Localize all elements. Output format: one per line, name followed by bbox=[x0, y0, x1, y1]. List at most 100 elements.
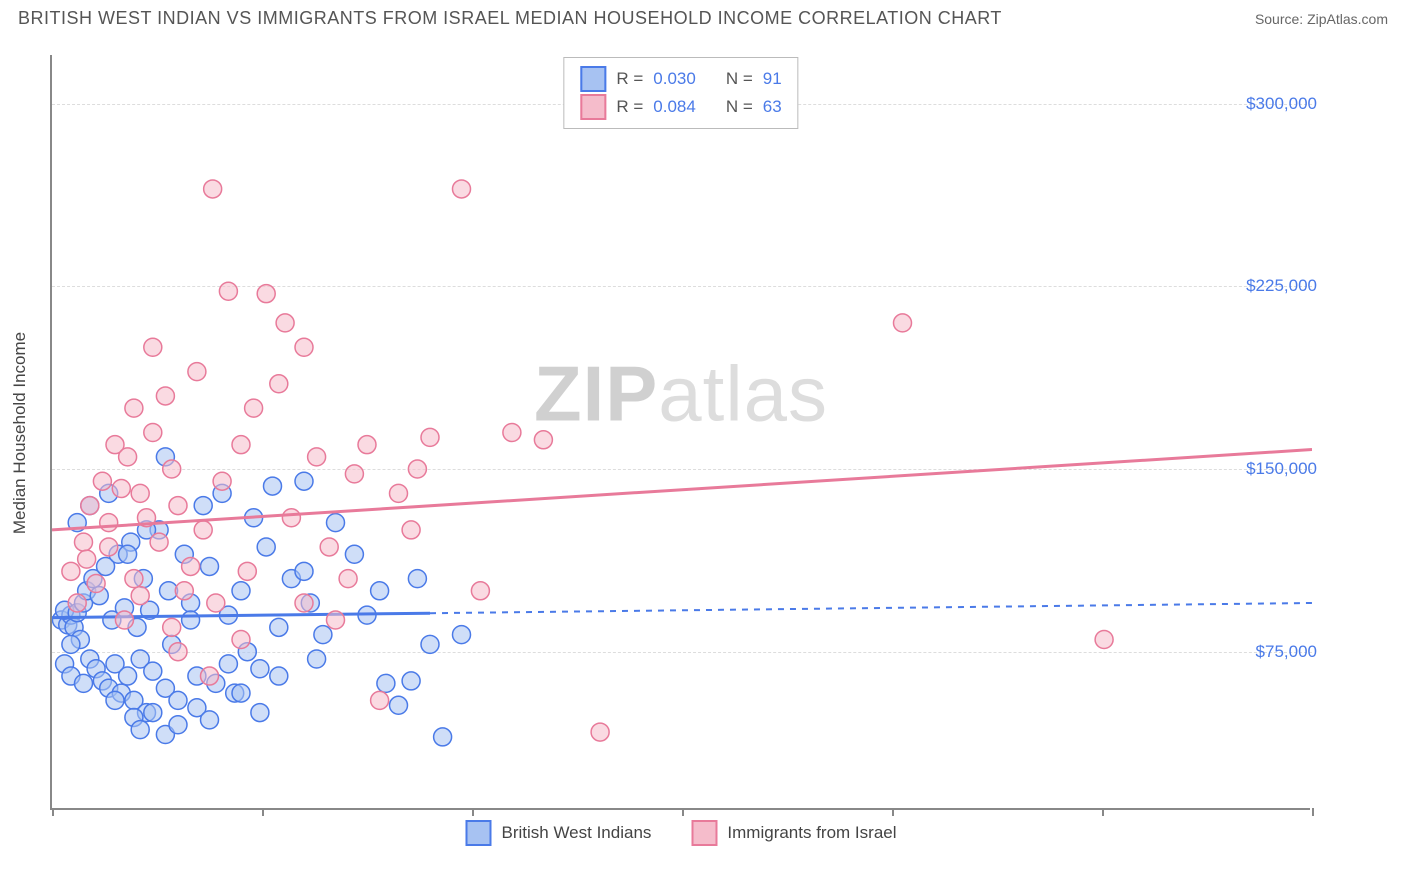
scatter-point bbox=[308, 448, 326, 466]
swatch-series-2 bbox=[580, 94, 606, 120]
scatter-point bbox=[204, 180, 222, 198]
scatter-point bbox=[421, 428, 439, 446]
x-tick bbox=[1312, 808, 1314, 816]
scatter-point bbox=[503, 424, 521, 442]
scatter-point bbox=[169, 691, 187, 709]
scatter-point bbox=[453, 180, 471, 198]
r-value-2: 0.084 bbox=[653, 97, 696, 117]
r-label-2: R = bbox=[616, 97, 643, 117]
scatter-point bbox=[75, 533, 93, 551]
scatter-point bbox=[194, 497, 212, 515]
scatter-point bbox=[144, 424, 162, 442]
scatter-point bbox=[282, 509, 300, 527]
scatter-point bbox=[213, 472, 231, 490]
scatter-point bbox=[251, 660, 269, 678]
legend-series: British West Indians Immigrants from Isr… bbox=[465, 820, 896, 846]
chart-container: BRITISH WEST INDIAN VS IMMIGRANTS FROM I… bbox=[0, 0, 1406, 892]
scatter-point bbox=[295, 472, 313, 490]
scatter-point bbox=[207, 594, 225, 612]
scatter-point bbox=[131, 587, 149, 605]
scatter-point bbox=[390, 484, 408, 502]
legend-item-2: Immigrants from Israel bbox=[691, 820, 896, 846]
scatter-point bbox=[358, 436, 376, 454]
scatter-point bbox=[100, 514, 118, 532]
scatter-point bbox=[68, 594, 86, 612]
scatter-point bbox=[144, 338, 162, 356]
scatter-point bbox=[119, 448, 137, 466]
n-value-2: 63 bbox=[763, 97, 782, 117]
scatter-point bbox=[119, 545, 137, 563]
scatter-point bbox=[339, 570, 357, 588]
scatter-point bbox=[150, 533, 168, 551]
legend-correlation: R = 0.030 N = 91 R = 0.084 N = 63 bbox=[563, 57, 798, 129]
scatter-point bbox=[93, 472, 111, 490]
scatter-point bbox=[125, 399, 143, 417]
legend-row-2: R = 0.084 N = 63 bbox=[580, 94, 781, 120]
r-value-1: 0.030 bbox=[653, 69, 696, 89]
scatter-point bbox=[144, 662, 162, 680]
scatter-point bbox=[169, 643, 187, 661]
scatter-point bbox=[320, 538, 338, 556]
plot-wrap: Median Household Income ZIPatlas R = 0.0… bbox=[50, 55, 1380, 810]
chart-title: BRITISH WEST INDIAN VS IMMIGRANTS FROM I… bbox=[18, 8, 1002, 29]
scatter-point bbox=[115, 611, 133, 629]
scatter-point bbox=[345, 545, 363, 563]
swatch-series-2-bottom bbox=[691, 820, 717, 846]
scatter-point bbox=[295, 594, 313, 612]
scatter-point bbox=[295, 338, 313, 356]
scatter-point bbox=[345, 465, 363, 483]
n-label-1: N = bbox=[726, 69, 753, 89]
scatter-point bbox=[453, 626, 471, 644]
legend-label-1: British West Indians bbox=[501, 823, 651, 843]
r-label-1: R = bbox=[616, 69, 643, 89]
scatter-point bbox=[408, 570, 426, 588]
scatter-point bbox=[182, 557, 200, 575]
scatter-point bbox=[276, 314, 294, 332]
scatter-point bbox=[175, 582, 193, 600]
scatter-point bbox=[201, 557, 219, 575]
scatter-point bbox=[402, 521, 420, 539]
scatter-point bbox=[188, 363, 206, 381]
legend-item-1: British West Indians bbox=[465, 820, 651, 846]
y-axis-label: Median Household Income bbox=[10, 331, 30, 533]
n-label-2: N = bbox=[726, 97, 753, 117]
scatter-point bbox=[232, 631, 250, 649]
scatter-point bbox=[219, 282, 237, 300]
scatter-point bbox=[232, 684, 250, 702]
scatter-point bbox=[62, 635, 80, 653]
scatter-point bbox=[327, 514, 345, 532]
scatter-point bbox=[194, 521, 212, 539]
swatch-series-1 bbox=[580, 66, 606, 92]
scatter-point bbox=[257, 538, 275, 556]
scatter-point bbox=[100, 538, 118, 556]
legend-row-1: R = 0.030 N = 91 bbox=[580, 66, 781, 92]
scatter-point bbox=[257, 285, 275, 303]
scatter-point bbox=[238, 562, 256, 580]
scatter-svg bbox=[52, 55, 1312, 810]
trend-line-solid bbox=[52, 450, 1312, 530]
scatter-point bbox=[169, 716, 187, 734]
scatter-point bbox=[434, 728, 452, 746]
scatter-point bbox=[169, 497, 187, 515]
source-value: ZipAtlas.com bbox=[1307, 11, 1388, 27]
scatter-point bbox=[245, 399, 263, 417]
scatter-point bbox=[131, 721, 149, 739]
scatter-point bbox=[402, 672, 420, 690]
legend-label-2: Immigrants from Israel bbox=[727, 823, 896, 843]
scatter-point bbox=[106, 691, 124, 709]
scatter-point bbox=[163, 618, 181, 636]
scatter-point bbox=[131, 484, 149, 502]
trend-line-dashed bbox=[430, 603, 1312, 613]
scatter-point bbox=[163, 460, 181, 478]
n-value-1: 91 bbox=[763, 69, 782, 89]
swatch-series-1-bottom bbox=[465, 820, 491, 846]
source-label: Source: bbox=[1255, 11, 1303, 27]
scatter-point bbox=[377, 674, 395, 692]
scatter-point bbox=[125, 570, 143, 588]
scatter-point bbox=[534, 431, 552, 449]
scatter-point bbox=[390, 696, 408, 714]
scatter-point bbox=[75, 674, 93, 692]
scatter-point bbox=[112, 480, 130, 498]
scatter-point bbox=[270, 618, 288, 636]
scatter-point bbox=[894, 314, 912, 332]
